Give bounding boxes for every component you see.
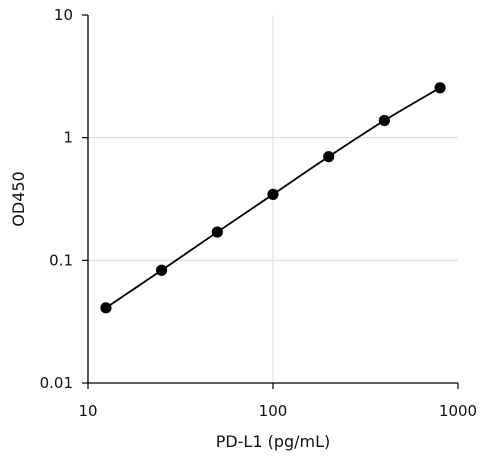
x-tick-label: 1000	[439, 402, 477, 420]
y-tick-label: 0.1	[49, 251, 73, 269]
y-axis-title: OD450	[9, 171, 28, 226]
data-point	[211, 226, 223, 238]
y-tick-label: 0.01	[40, 374, 73, 392]
data-point	[156, 264, 168, 276]
plot-area-frame	[82, 14, 459, 389]
data-point	[323, 151, 335, 163]
x-tick-label: 100	[259, 402, 288, 420]
data-point	[100, 302, 112, 314]
data-point	[267, 188, 279, 200]
series-layer	[100, 82, 446, 314]
data-point	[434, 82, 446, 94]
data-point	[378, 114, 390, 127]
tick-labels: 0.01 0.1 1 10 10 100 1000	[40, 6, 478, 420]
y-tick-label: 10	[54, 6, 73, 24]
x-axis-title: PD-L1 (pg/mL)	[216, 432, 331, 451]
y-tick-label: 1	[63, 129, 73, 147]
x-tick-label: 10	[78, 402, 97, 420]
